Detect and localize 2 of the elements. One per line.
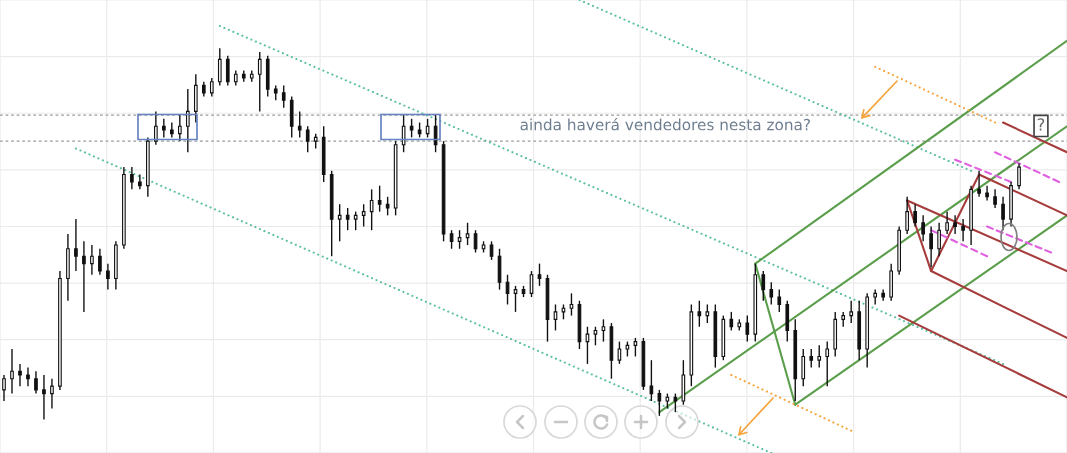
annotation: ainda haverá vendedores nesta zona?	[520, 117, 810, 131]
annotation: ?	[1037, 118, 1045, 131]
